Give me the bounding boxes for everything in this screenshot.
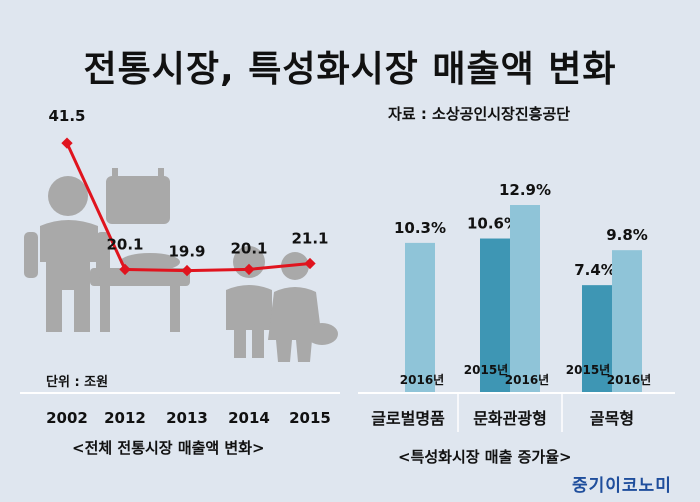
data-point bbox=[243, 263, 255, 276]
series-label: 2015년 bbox=[464, 363, 508, 377]
page-title: 전통시장, 특성화시장 매출액 변화 bbox=[83, 49, 617, 90]
bar-chart-caption: <특성화시장 매출 증가율> bbox=[398, 448, 572, 466]
bar bbox=[582, 285, 612, 393]
series-label: 2015년 bbox=[566, 363, 610, 377]
bar-value-label: 7.4% bbox=[574, 261, 616, 279]
bar bbox=[510, 205, 540, 393]
data-label: 20.1 bbox=[230, 239, 267, 257]
x-tick-label: 2012 bbox=[104, 409, 146, 427]
line-x-axis: 2002 2012 2013 2014 2015 bbox=[46, 409, 331, 427]
x-tick-label: 2013 bbox=[166, 409, 208, 427]
bar bbox=[612, 250, 642, 393]
bar-value-label: 9.8% bbox=[606, 226, 648, 244]
data-point bbox=[61, 137, 73, 149]
x-tick-label: 2014 bbox=[228, 409, 270, 427]
line-chart-caption: <전체 전통시장 매출액 변화> bbox=[72, 439, 265, 457]
line-chart: 41.5 20.1 19.9 20.1 21.1 bbox=[48, 107, 329, 277]
series-label: 2016년 bbox=[505, 373, 549, 387]
bar-value-label: 12.9% bbox=[499, 181, 551, 199]
data-point bbox=[304, 257, 316, 270]
bar-value-label: 10.6% bbox=[467, 215, 519, 233]
category-label: 글로벌명품 bbox=[371, 409, 445, 428]
series-label: 2016년 bbox=[400, 373, 444, 387]
series-label: 2016년 bbox=[607, 373, 651, 387]
bar-value-label: 10.3% bbox=[394, 219, 446, 237]
bar bbox=[405, 242, 435, 393]
brand-logo: 중기이코노미 bbox=[572, 476, 672, 496]
x-tick-label: 2015 bbox=[289, 409, 331, 427]
x-tick-label: 2002 bbox=[46, 409, 88, 427]
data-label: 19.9 bbox=[168, 243, 205, 261]
data-label: 41.5 bbox=[48, 107, 85, 125]
source-note: 자료 : 소상공인시장진흥공단 bbox=[388, 105, 571, 123]
market-pictogram-icon bbox=[24, 168, 338, 362]
bar bbox=[480, 238, 510, 393]
data-label: 21.1 bbox=[291, 230, 328, 248]
category-label: 골목형 bbox=[590, 409, 634, 428]
data-label: 20.1 bbox=[106, 235, 143, 253]
data-point bbox=[181, 264, 193, 277]
category-label: 문화관광형 bbox=[473, 409, 547, 428]
unit-label: 단위 : 조원 bbox=[46, 375, 109, 390]
